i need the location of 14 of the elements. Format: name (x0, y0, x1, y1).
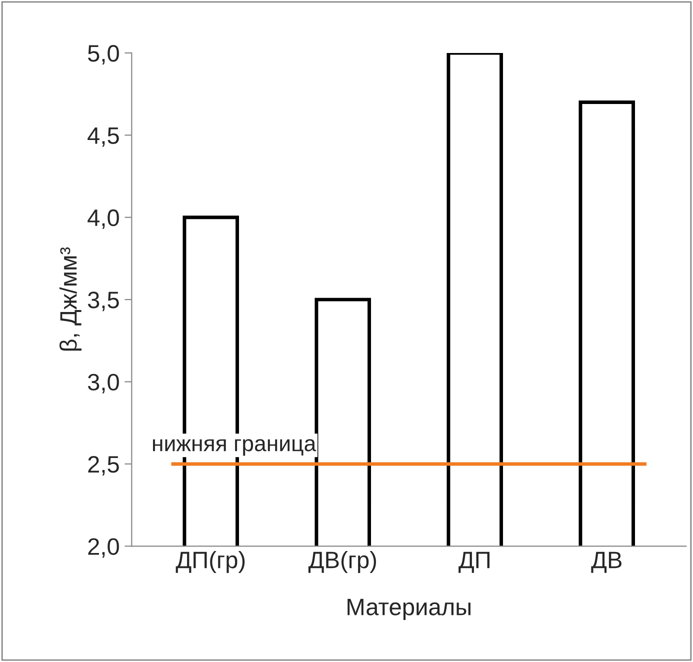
x-tick-label: ДП (458, 552, 490, 573)
x-axis-title: Материалы (348, 598, 470, 620)
y-tick-label: 3,5 (88, 292, 119, 312)
y-tick-label: 4,0 (88, 209, 119, 229)
x-tick-label: ДП(гр) (176, 551, 245, 574)
y-tick-label: 2,0 (88, 538, 119, 558)
y-tick-label: 3,0 (88, 374, 119, 394)
y-axis-title: β, Дж/мм³ (59, 247, 82, 351)
y-tick-label: 2,5 (88, 456, 119, 476)
y-tick-label: 5,0 (88, 45, 119, 65)
x-tick-label: ДВ(гр) (308, 551, 376, 574)
y-tick-label: 4,5 (88, 127, 119, 147)
x-tick-label: ДВ (591, 552, 622, 573)
ref-line-label: нижняя граница (153, 439, 316, 456)
